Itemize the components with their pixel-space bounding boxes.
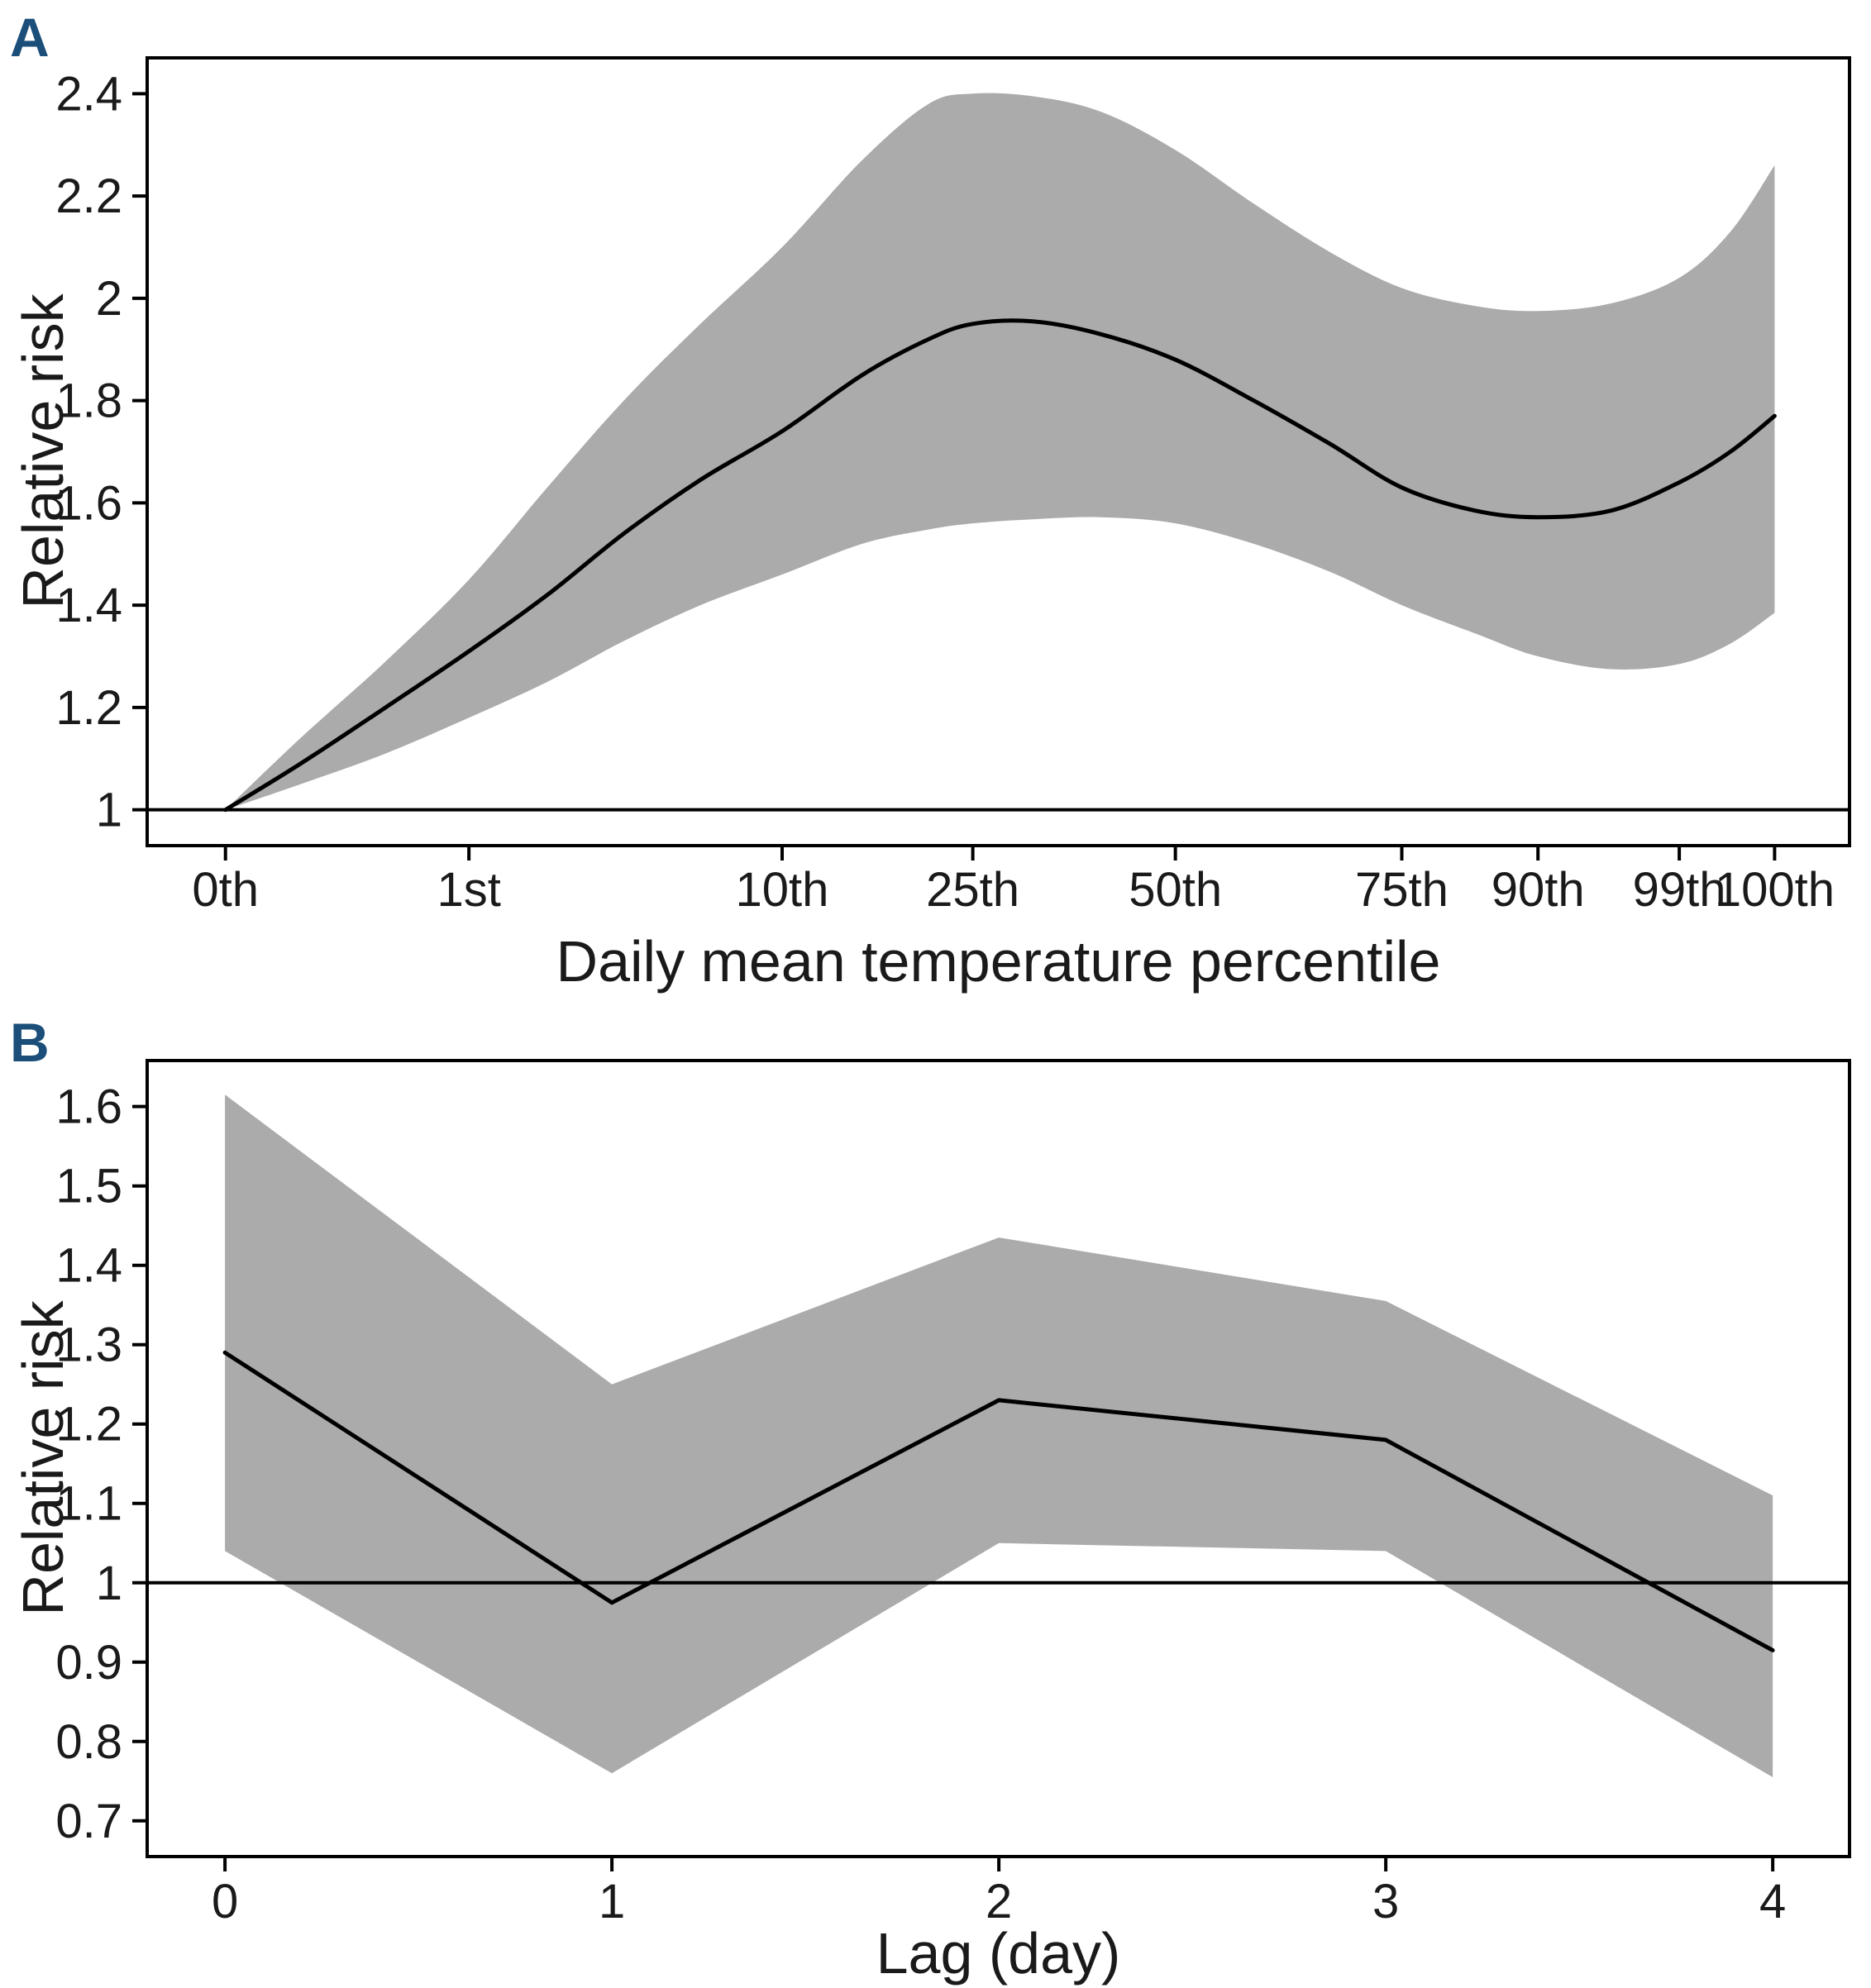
y-tick-label-A: 1.8 bbox=[55, 374, 122, 428]
x-tick-label-A: 0th bbox=[192, 863, 259, 917]
x-tick-label-B: 3 bbox=[1372, 1875, 1399, 1928]
x-tick-label-A: 50th bbox=[1129, 863, 1222, 917]
x-tick-label-B: 0 bbox=[212, 1875, 238, 1928]
y-tick-label-A: 1 bbox=[96, 784, 122, 837]
x-tick-label-B: 2 bbox=[986, 1875, 1012, 1928]
x-tick-label-A: 100th bbox=[1715, 863, 1835, 917]
panel-a-y-axis-title: Relative risk bbox=[11, 293, 75, 609]
y-tick-label-A: 2 bbox=[96, 272, 122, 326]
y-tick-label-B: 1.4 bbox=[55, 1239, 122, 1293]
y-tick-label-A: 1.2 bbox=[55, 681, 122, 735]
y-tick-label-B: 0.8 bbox=[55, 1715, 122, 1769]
x-tick-label-A: 25th bbox=[926, 863, 1019, 917]
y-tick-label-B: 1.3 bbox=[55, 1318, 122, 1372]
y-tick-label-A: 2.4 bbox=[55, 67, 122, 121]
plot-border-A bbox=[146, 56, 1851, 847]
x-tick-label-A: 1st bbox=[437, 863, 500, 917]
y-tick-label-B: 0.9 bbox=[55, 1636, 122, 1690]
x-tick-label-A: 10th bbox=[736, 863, 829, 917]
panel-a-x-axis-title: Daily mean temperature percentile bbox=[556, 929, 1441, 994]
y-tick-label-B: 1.5 bbox=[55, 1160, 122, 1213]
risk-curve-A bbox=[223, 318, 1777, 813]
confidence-band-A bbox=[225, 93, 1775, 810]
x-tick-label-B: 1 bbox=[599, 1875, 625, 1928]
y-tick-label-B: 1.6 bbox=[55, 1080, 122, 1134]
y-tick-label-B: 1.2 bbox=[55, 1398, 122, 1452]
risk-curve-B bbox=[222, 1350, 1775, 1652]
y-tick-label-B: 1 bbox=[96, 1557, 122, 1610]
panel-b-label: B bbox=[10, 1012, 50, 1073]
panel-b-y-axis-title: Relative risk bbox=[11, 1300, 75, 1616]
panel-b-x-axis-title: Lag (day) bbox=[876, 1921, 1121, 1986]
y-tick-label-B: 0.7 bbox=[55, 1795, 122, 1848]
y-tick-label-A: 1.4 bbox=[55, 579, 122, 632]
panel-a-label: A bbox=[10, 7, 50, 68]
y-tick-label-A: 1.6 bbox=[55, 476, 122, 530]
y-tick-label-A: 2.2 bbox=[55, 169, 122, 223]
x-tick-label-B: 4 bbox=[1759, 1875, 1786, 1928]
y-tick-label-B: 1.1 bbox=[55, 1477, 122, 1531]
x-tick-label-A: 99th bbox=[1633, 863, 1726, 917]
x-tick-label-A: 75th bbox=[1355, 863, 1449, 917]
x-tick-label-A: 90th bbox=[1492, 863, 1585, 917]
confidence-band-B bbox=[225, 1094, 1773, 1777]
